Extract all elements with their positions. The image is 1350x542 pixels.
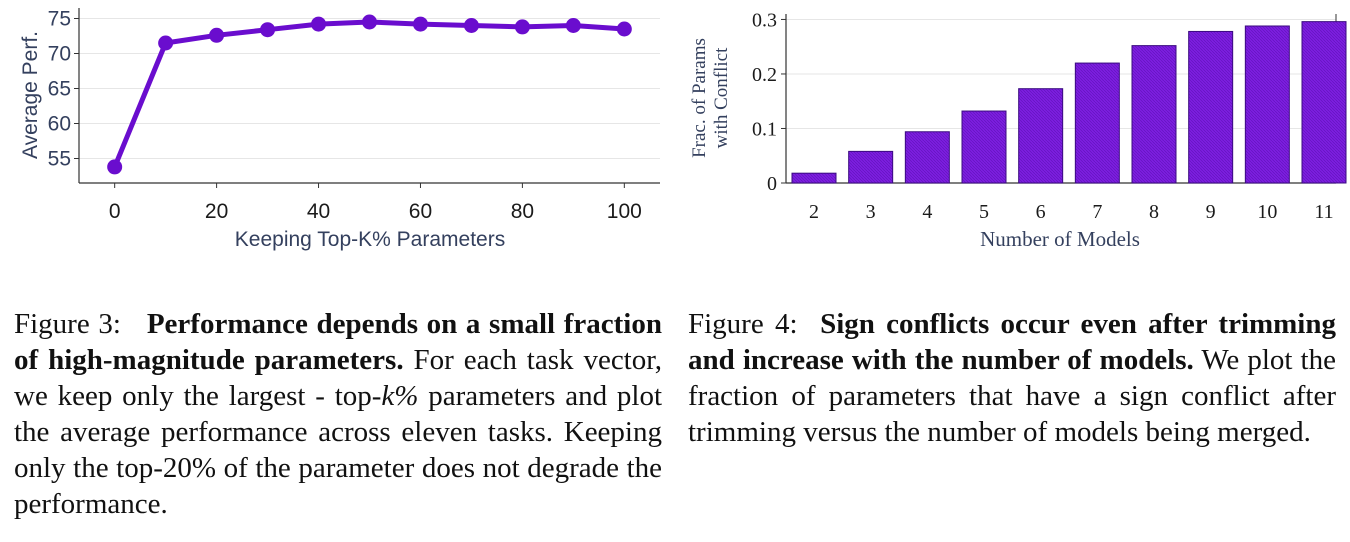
y-axis-label-line2: with Conflict bbox=[711, 47, 732, 149]
x-tick-label: 0 bbox=[109, 200, 121, 223]
x-tick-label: 2 bbox=[809, 201, 819, 223]
bar bbox=[1188, 30, 1234, 184]
bar bbox=[1131, 45, 1177, 184]
bar bbox=[848, 150, 894, 184]
data-point bbox=[311, 16, 327, 32]
bar bbox=[1074, 62, 1120, 184]
data-point bbox=[616, 21, 632, 37]
x-tick-label: 40 bbox=[307, 200, 330, 223]
bars bbox=[791, 21, 1347, 184]
x-axis-label: Keeping Top-K% Parameters bbox=[235, 228, 505, 251]
y-tick-labels: 0 0.1 0.2 0.3 bbox=[752, 9, 786, 195]
caption-title: Sign conflicts occur even after trimming… bbox=[688, 308, 1336, 376]
caption-math: k% bbox=[381, 380, 419, 412]
x-tick-label: 4 bbox=[922, 201, 932, 223]
data-point bbox=[107, 159, 123, 175]
y-tick-label: 0.2 bbox=[752, 64, 777, 86]
y-tick-label: 0.3 bbox=[752, 9, 777, 31]
y-axis-label-line1: Frac. of Params bbox=[689, 38, 710, 158]
data-point bbox=[209, 27, 225, 43]
data-point bbox=[158, 35, 174, 51]
caption-text-a: For each task vector, we keep only the l… bbox=[14, 344, 662, 412]
x-axis-label: Number of Models bbox=[980, 227, 1140, 251]
data-point bbox=[514, 19, 530, 35]
data-point bbox=[565, 18, 581, 33]
data-points bbox=[107, 14, 632, 175]
caption-title: Performance depends on a small fraction … bbox=[14, 308, 662, 376]
x-tick-label: 80 bbox=[511, 200, 534, 223]
x-tick-label: 10 bbox=[1257, 201, 1277, 223]
y-tick-label: 0.1 bbox=[752, 118, 777, 140]
bar bbox=[1018, 88, 1064, 184]
x-tick-label: 3 bbox=[866, 201, 876, 223]
data-point bbox=[362, 14, 377, 30]
figure-3-caption: Figure 3: Performance depends on a small… bbox=[14, 306, 662, 522]
x-tick-label: 8 bbox=[1149, 201, 1159, 223]
x-tick-label: 5 bbox=[979, 201, 989, 223]
bar-chart: 0 0.1 0.2 0.3 2 3 4 5 6 7 8 9 10 11 Number of Models… bbox=[689, 9, 1347, 251]
bar bbox=[961, 110, 1007, 184]
bar bbox=[1301, 21, 1347, 184]
y-tick-label: 60 bbox=[48, 113, 71, 136]
caption-label: Figure 3: bbox=[14, 308, 121, 340]
caption-text-b: parameters and plot the average performa… bbox=[14, 380, 663, 520]
caption-label: Figure 4: bbox=[688, 308, 798, 340]
y-tick-label: 70 bbox=[48, 43, 71, 66]
data-point bbox=[463, 18, 479, 33]
x-tick-label: 6 bbox=[1036, 201, 1046, 223]
x-tick-label: 7 bbox=[1092, 201, 1102, 223]
bar bbox=[1244, 25, 1290, 184]
line-chart: 55 60 65 70 75 0 20 40 60 80 100 Keeping Top-K% P… bbox=[19, 8, 660, 251]
x-tick-labels: 2 3 4 5 6 7 8 9 10 11 bbox=[809, 201, 1334, 223]
y-tick-label: 65 bbox=[48, 78, 71, 101]
bar bbox=[904, 131, 950, 184]
caption-text: We plot the fraction of parameters that … bbox=[688, 344, 1336, 448]
figure-4-caption: Figure 4: Sign conflicts occur even afte… bbox=[688, 306, 1336, 450]
y-axis-label: Average Perf. bbox=[19, 31, 42, 159]
x-tick-label: 60 bbox=[409, 200, 432, 223]
x-tick-labels: 0 20 40 60 80 100 bbox=[109, 183, 642, 223]
y-tick-label: 55 bbox=[48, 148, 71, 171]
x-tick-label: 20 bbox=[205, 200, 228, 223]
performance-line bbox=[112, 19, 625, 168]
data-point bbox=[260, 22, 276, 38]
x-tick-label: 11 bbox=[1314, 201, 1333, 223]
x-tick-label: 100 bbox=[607, 200, 642, 223]
y-tick-label: 0 bbox=[767, 173, 777, 195]
data-point bbox=[412, 16, 428, 32]
y-tick-label: 75 bbox=[48, 8, 71, 31]
bar bbox=[791, 172, 837, 184]
y-tick-labels: 55 60 65 70 75 bbox=[48, 8, 79, 171]
x-tick-label: 9 bbox=[1206, 201, 1216, 223]
